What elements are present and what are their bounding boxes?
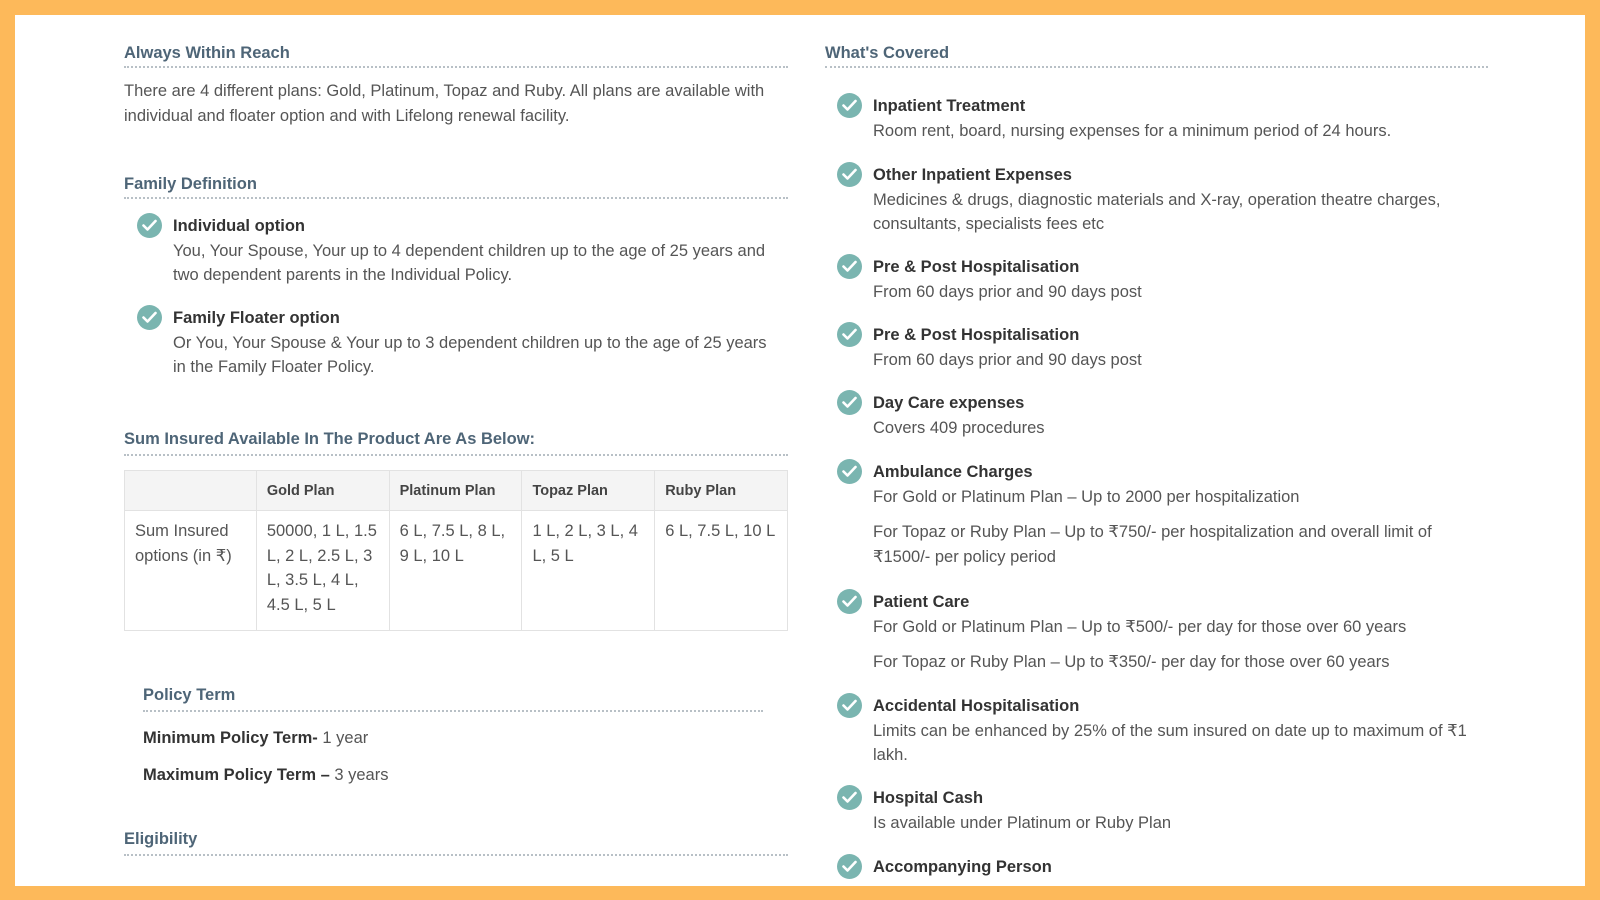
list-item: Accidental Hospitalisation Limits can be … [873,694,1483,768]
item-title: Pre & Post Hospitalisation [873,258,1080,276]
sum-insured-table: Gold Plan Platinum Plan Topaz Plan Ruby … [124,470,788,631]
list-item: Pre & Post Hospitalisation From 60 days p… [873,323,1483,372]
check-circle-icon [837,854,862,879]
item-desc: Or You, Your Spouse & Your up to 3 depen… [173,333,767,377]
divider [124,454,788,456]
check-circle-icon [137,213,162,238]
item-title: Individual option [173,217,305,235]
section-heading-covered: What's Covered [825,44,950,62]
column-header: Gold Plan [255,470,390,511]
item-desc: Is available under Platinum or Ruby Plan [873,813,1172,832]
check-circle-icon [137,305,162,330]
item-desc: From 60 days prior and 90 days post [873,350,1142,369]
check-circle-icon [837,93,862,118]
min-term-value: 1 year [317,729,369,747]
list-item: Other Inpatient Expenses Medicines & drug… [873,163,1483,237]
list-item: Ambulance Charges For Gold or Platinum Pl… [873,460,1483,569]
item-desc: Covers 409 procedures [873,418,1045,437]
item-desc: For Gold or Platinum Plan – Up to 2000 p… [873,487,1300,506]
item-title: Accompanying Person [873,858,1052,876]
list-item: Family Floater option Or You, Your Spouse… [173,306,773,380]
column-header: Platinum Plan [388,470,523,511]
table-row: Sum Insured options (in ₹) 50000, 1 L, 1… [124,510,788,631]
check-circle-icon [837,459,862,484]
section-heading-eligibility: Eligibility [124,830,198,848]
item-desc: You, Your Spouse, Your up to 4 dependent… [173,241,766,285]
item-desc: From 60 days prior and 90 days post [873,282,1142,301]
check-circle-icon [837,322,862,347]
table-cell: 50000, 1 L, 1.5 L, 2 L, 2.5 L, 3 L, 3.5 … [255,510,390,631]
item-extra: For Topaz or Ruby Plan – Up to ₹350/- pe… [873,653,1390,671]
table-cell: 6 L, 7.5 L, 8 L, 9 L, 10 L [388,510,523,631]
min-term-label: Minimum Policy Term- [143,729,318,747]
column-header: Ruby Plan [654,470,788,511]
page: Always Within Reach There are 4 differen… [15,15,1585,886]
item-desc: Limits can be enhanced by 25% of the sum… [873,721,1467,765]
check-circle-icon [837,162,862,187]
max-policy-term: Maximum Policy Term – 3 years [143,763,388,788]
item-desc: Room rent, board, nursing expenses for a… [873,121,1392,140]
column-header [124,470,257,511]
item-title: Ambulance Charges [873,463,1033,481]
check-circle-icon [837,390,862,415]
check-circle-icon [837,254,862,279]
section-heading-family: Family Definition [124,175,257,193]
item-title: Hospital Cash [873,789,984,807]
section-heading-reach: Always Within Reach [124,44,290,62]
item-title: Accidental Hospitalisation [873,697,1080,715]
item-title: Patient Care [873,593,970,611]
list-item: Pre & Post Hospitalisation From 60 days p… [873,255,1483,304]
item-title: Other Inpatient Expenses [873,166,1072,184]
divider [124,197,788,199]
table-cell: 6 L, 7.5 L, 10 L [654,510,788,631]
item-title: Family Floater option [173,309,340,327]
check-circle-icon [837,785,862,810]
list-item: Accompanying Person [873,855,1483,880]
list-item: Inpatient Treatment Room rent, board, nur… [873,94,1483,143]
min-policy-term: Minimum Policy Term- 1 year [143,726,368,751]
item-desc: For Gold or Platinum Plan – Up to ₹500/-… [873,617,1407,636]
section-heading-policy-term: Policy Term [143,686,236,704]
item-extra: For Topaz or Ruby Plan – Up to ₹750/- pe… [873,523,1432,566]
table-cell: 1 L, 2 L, 3 L, 4 L, 5 L [521,510,656,631]
list-item: Hospital Cash Is available under Platinum… [873,786,1483,835]
item-desc: Medicines & drugs, diagnostic materials … [873,190,1441,234]
divider [143,710,763,712]
list-item: Individual option You, Your Spouse, Your … [173,214,773,288]
item-title: Pre & Post Hospitalisation [873,326,1080,344]
section-heading-sum-insured: Sum Insured Available In The Product Are… [124,430,536,448]
list-item: Day Care expenses Covers 409 procedures [873,391,1483,440]
max-term-label: Maximum Policy Term – [143,766,330,784]
list-item: Patient Care For Gold or Platinum Plan – … [873,590,1483,675]
column-header: Topaz Plan [521,470,656,511]
reach-text: There are 4 different plans: Gold, Plati… [124,82,765,125]
divider [825,66,1488,68]
divider [124,66,788,68]
item-title: Day Care expenses [873,394,1025,412]
table-header-row: Gold Plan Platinum Plan Topaz Plan Ruby … [124,470,788,511]
item-title: Inpatient Treatment [873,97,1026,115]
divider [124,854,788,856]
check-circle-icon [837,693,862,718]
table-cell: Sum Insured options (in ₹) [124,510,257,631]
max-term-value: 3 years [329,766,389,784]
check-circle-icon [837,589,862,614]
